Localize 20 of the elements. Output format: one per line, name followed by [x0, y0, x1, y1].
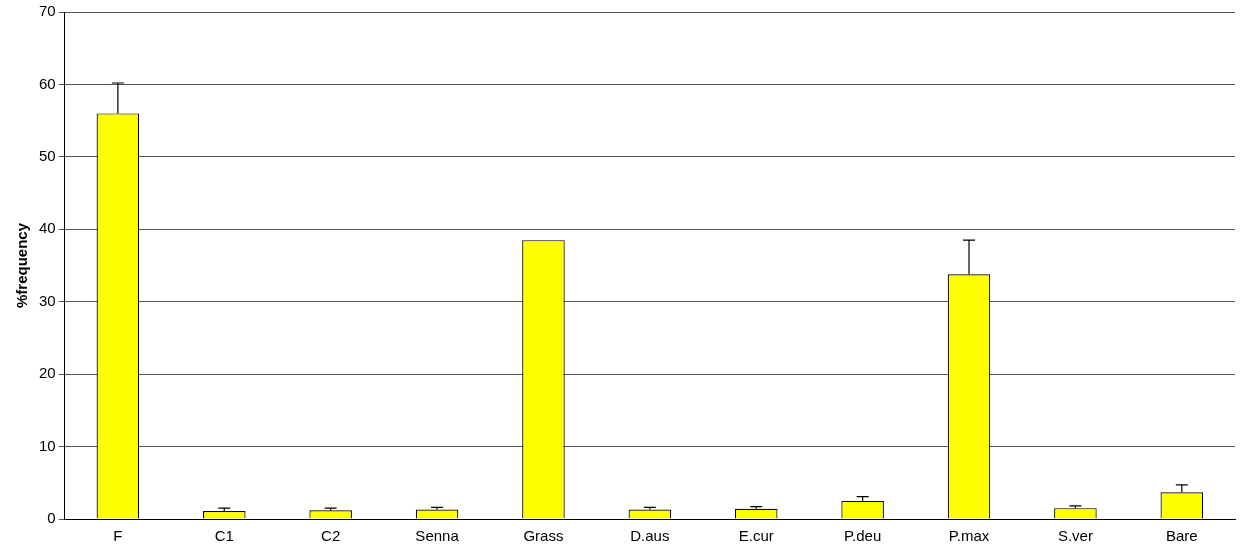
y-tick-label: 0: [47, 509, 56, 527]
x-tick-label: E.cur: [738, 527, 774, 545]
y-tick-label: 40: [39, 219, 56, 237]
x-tick-label: P.max: [948, 527, 990, 545]
x-tick-label: C1: [214, 527, 234, 545]
y-axis-title: %frequency: [13, 222, 31, 309]
y-tick-label: 70: [39, 2, 56, 20]
x-tick-label: C2: [321, 527, 341, 545]
x-tick-label: Senna: [415, 527, 460, 545]
y-tick-label: 10: [39, 436, 56, 454]
x-tick-label: S.ver: [1057, 527, 1093, 545]
x-tick-label: Bare: [1165, 527, 1198, 545]
y-tick-label: 30: [39, 291, 56, 309]
x-tick-label: P.deu: [843, 527, 882, 545]
y-tick-label: 50: [39, 147, 56, 164]
x-tick-label: Grass: [523, 527, 564, 545]
x-tick-label: F: [113, 527, 123, 545]
y-tick-label: 60: [39, 74, 56, 92]
y-tick-label: 20: [39, 364, 56, 382]
x-tick-label: D.aus: [630, 527, 670, 545]
